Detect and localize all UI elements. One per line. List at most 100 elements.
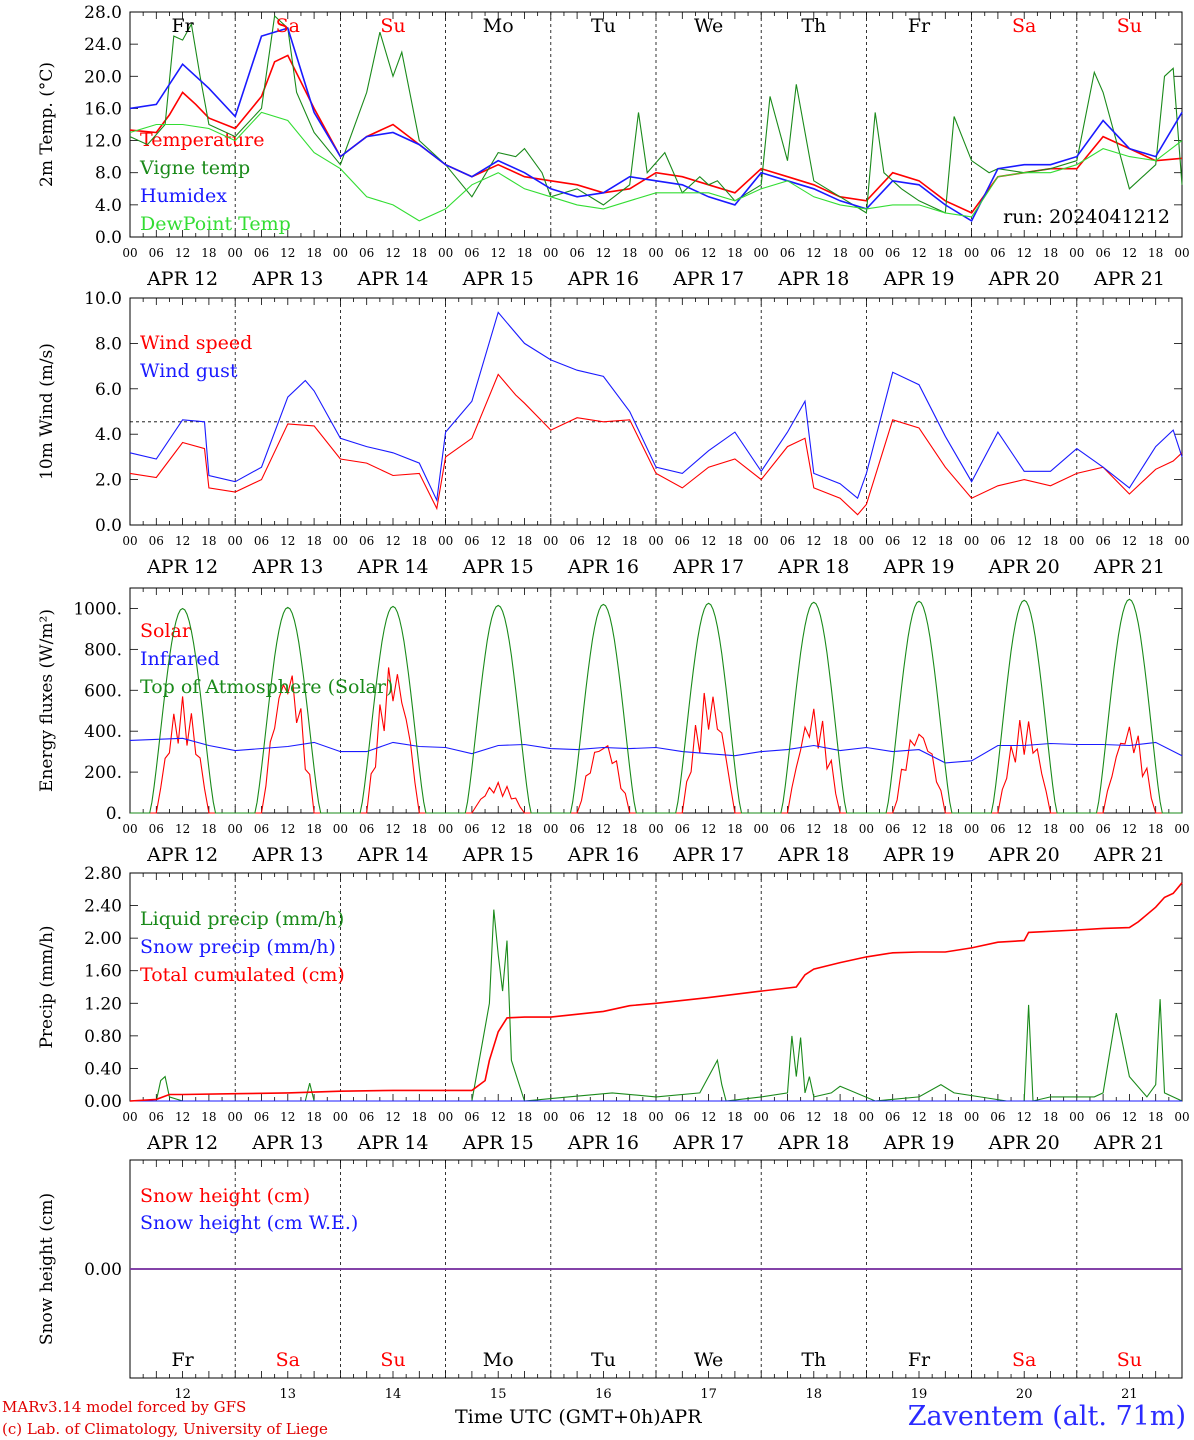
hour-tick-label: 18 — [201, 246, 216, 260]
hour-tick-label: 06 — [885, 246, 900, 260]
hour-tick-label: 12 — [1122, 246, 1137, 260]
day-label: APR 20 — [988, 556, 1060, 578]
hour-tick-label: 12 — [175, 246, 190, 260]
day-label: APR 18 — [777, 1132, 849, 1154]
legend-entry: Total cumulated (cm) — [140, 964, 345, 986]
hour-tick-label: 00 — [438, 534, 453, 548]
hour-tick-label: 18 — [727, 246, 742, 260]
hour-tick-label: 06 — [464, 534, 479, 548]
hour-tick-label: 06 — [990, 822, 1005, 836]
hour-tick-label: 00 — [333, 822, 348, 836]
hour-tick-label: 00 — [122, 246, 137, 260]
series-line — [129, 111, 1183, 222]
y-tick-label: 8.0 — [95, 334, 122, 354]
series-line — [129, 882, 1183, 1102]
hour-tick-label: 18 — [622, 822, 637, 836]
legend-entry: Snow height (cm) — [140, 1185, 310, 1207]
series-line — [129, 737, 1183, 764]
hour-tick-label: 12 — [385, 534, 400, 548]
day-label: APR 19 — [882, 844, 954, 866]
hour-tick-label: 06 — [1095, 822, 1110, 836]
hour-tick-label: 12 — [280, 822, 295, 836]
day-label: APR 14 — [356, 268, 428, 290]
day-label: APR 13 — [251, 1132, 323, 1154]
day-number-label: 20 — [1016, 1387, 1033, 1402]
weekday-label: Su — [380, 1349, 405, 1371]
y-tick-label: 8.0 — [95, 164, 122, 184]
hour-tick-label: 06 — [359, 822, 374, 836]
day-label: APR 15 — [462, 556, 534, 578]
hour-tick-label: 18 — [832, 822, 847, 836]
hour-tick-label: 06 — [675, 246, 690, 260]
station-label: Zaventem (alt. 71m) — [907, 1401, 1186, 1432]
hour-tick-label: 12 — [1122, 1110, 1137, 1124]
hour-tick-label: 00 — [964, 1110, 979, 1124]
hour-tick-label: 12 — [911, 822, 926, 836]
y-tick-label: 4.0 — [95, 196, 122, 216]
day-label: APR 21 — [1093, 844, 1165, 866]
day-label: APR 16 — [567, 268, 639, 290]
hour-tick-label: 12 — [175, 1110, 190, 1124]
hour-tick-label: 06 — [780, 534, 795, 548]
hour-tick-label: 18 — [517, 246, 532, 260]
y-tick-label: 2.00 — [84, 929, 122, 949]
day-number-label: 13 — [280, 1387, 297, 1402]
day-label: APR 20 — [988, 268, 1060, 290]
hour-tick-label: 18 — [1043, 246, 1058, 260]
day-label: APR 12 — [146, 268, 218, 290]
y-tick-label: 400. — [84, 722, 122, 742]
y-tick-label: 10.0 — [84, 289, 122, 309]
hour-tick-label: 12 — [806, 534, 821, 548]
hour-tick-label: 12 — [385, 246, 400, 260]
hour-tick-label: 06 — [569, 822, 584, 836]
weekday-label: We — [694, 1349, 723, 1371]
hour-tick-label: 06 — [675, 822, 690, 836]
weekday-label: Mo — [483, 1349, 514, 1371]
time-axis-text: Time UTC (GMT+0h) — [455, 1406, 661, 1428]
series-line — [130, 598, 1182, 814]
weekday-label: Tu — [591, 1349, 616, 1371]
time-axis-label: Time UTC (GMT+0h)APR — [455, 1406, 702, 1428]
hour-tick-label: 00 — [438, 1110, 453, 1124]
y-tick-label: 0.00 — [84, 1260, 122, 1280]
y-tick-label: 0.0 — [95, 228, 122, 248]
hour-tick-label: 18 — [938, 822, 953, 836]
hour-tick-label: 06 — [359, 246, 374, 260]
weekday-label: Su — [380, 15, 405, 37]
hour-tick-label: 12 — [1122, 534, 1137, 548]
hour-tick-label: 06 — [990, 246, 1005, 260]
hour-tick-label: 06 — [254, 1110, 269, 1124]
hour-tick-label: 18 — [832, 246, 847, 260]
hour-tick-label: 00 — [228, 822, 243, 836]
hour-tick-label: 00 — [1069, 246, 1084, 260]
series-line — [129, 373, 1183, 516]
y-tick-label: 0.80 — [84, 1027, 122, 1047]
hour-tick-label: 06 — [359, 534, 374, 548]
hour-tick-label: 00 — [333, 534, 348, 548]
weekday-label: Su — [1117, 1349, 1142, 1371]
panel-2: 0.0 2.0 4.0 6.0 8.0 10.0 10m Wind (m/s) 00 06 12 1… — [37, 289, 1190, 578]
hour-tick-label: 12 — [491, 246, 506, 260]
hour-tick-label: 18 — [306, 822, 321, 836]
hour-tick-label: 06 — [885, 534, 900, 548]
hour-tick-label: 18 — [938, 534, 953, 548]
hour-tick-label: 12 — [911, 1110, 926, 1124]
hour-tick-label: 00 — [1069, 534, 1084, 548]
y-tick-label: 20.0 — [84, 67, 122, 87]
series-line — [129, 311, 1183, 503]
hour-tick-label: 12 — [1017, 822, 1032, 836]
series-line — [129, 27, 1183, 223]
hour-tick-label: 18 — [412, 246, 427, 260]
day-label: APR 15 — [462, 1132, 534, 1154]
hour-tick-label: 06 — [149, 246, 164, 260]
legend-entry: Vigne temp — [139, 157, 250, 179]
hour-tick-label: 18 — [832, 534, 847, 548]
hour-tick-label: 00 — [648, 534, 663, 548]
day-label: APR 16 — [567, 1132, 639, 1154]
hour-tick-label: 18 — [938, 246, 953, 260]
y-tick-label: 2.40 — [84, 897, 122, 917]
hour-tick-label: 12 — [385, 822, 400, 836]
hour-tick-label: 00 — [228, 1110, 243, 1124]
day-label: APR 20 — [988, 1132, 1060, 1154]
plot-frame — [129, 587, 1183, 814]
